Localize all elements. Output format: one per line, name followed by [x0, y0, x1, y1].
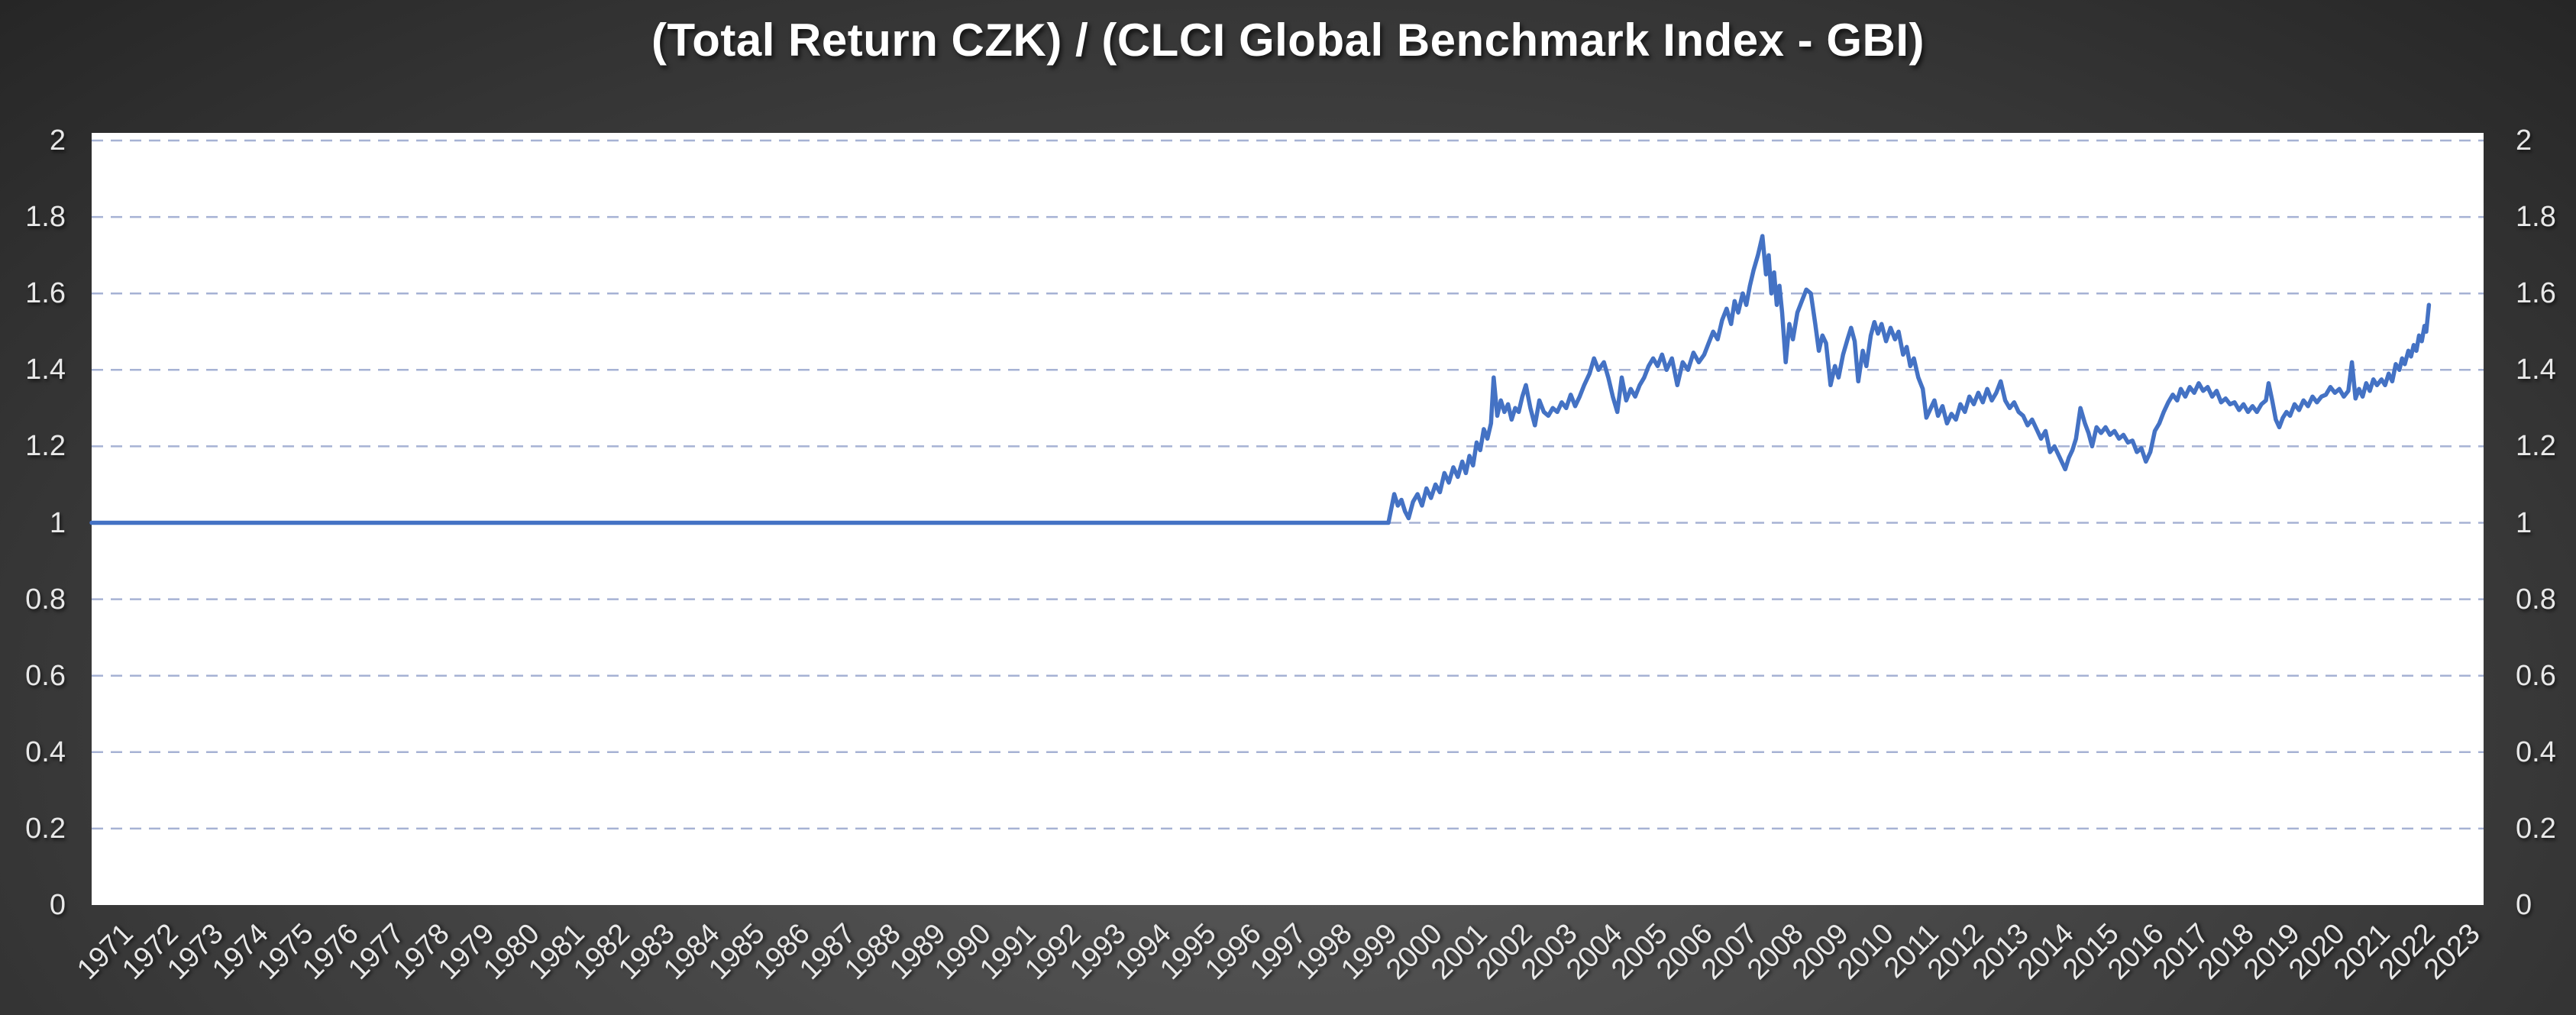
y-axis-label-left: 0.6	[25, 660, 66, 692]
y-axis-label-right: 1.6	[2516, 277, 2556, 309]
y-axis-label-left: 1.2	[25, 430, 66, 462]
y-axis-label-right: 1	[2516, 507, 2532, 539]
y-axis-label-right: 2	[2516, 124, 2532, 157]
y-axis-label-left: 0.8	[25, 583, 66, 616]
series-line	[89, 234, 2432, 525]
y-axis-label-right: 0.4	[2516, 736, 2556, 768]
y-axis-label-left: 1.8	[25, 201, 66, 233]
y-axis-label-right: 1.4	[2516, 354, 2556, 386]
y-axis-label-left: 1	[49, 507, 66, 539]
y-axis-label-right: 1.8	[2516, 201, 2556, 233]
y-axis-label-left: 0.2	[25, 813, 66, 845]
y-axis-label-right: 0.2	[2516, 813, 2556, 845]
y-axis-label-left: 2	[49, 124, 66, 157]
plot-area	[92, 133, 2484, 905]
y-axis-label-right: 0.8	[2516, 583, 2556, 616]
y-axis-label-right: 0.6	[2516, 660, 2556, 692]
y-axis-label-left: 1.6	[25, 277, 66, 309]
y-axis-label-right: 0	[2516, 889, 2532, 921]
y-axis-label-left: 0	[49, 889, 66, 921]
y-axis-label-left: 1.4	[25, 354, 66, 386]
y-axis-label-left: 0.4	[25, 736, 66, 768]
chart-title: (Total Return CZK) / (CLCI Global Benchm…	[651, 15, 1925, 66]
y-axis-label-right: 1.2	[2516, 430, 2556, 462]
gridlines	[92, 139, 2484, 830]
